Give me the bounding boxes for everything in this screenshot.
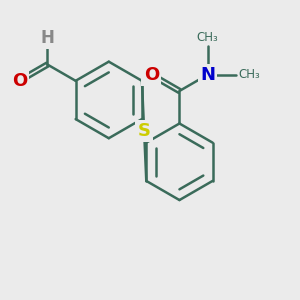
Text: O: O	[144, 66, 159, 84]
Text: S: S	[138, 122, 151, 140]
Text: N: N	[200, 66, 215, 84]
Text: CH₃: CH₃	[197, 31, 218, 44]
Text: O: O	[12, 72, 27, 90]
Text: CH₃: CH₃	[239, 68, 260, 81]
Text: H: H	[40, 29, 54, 47]
